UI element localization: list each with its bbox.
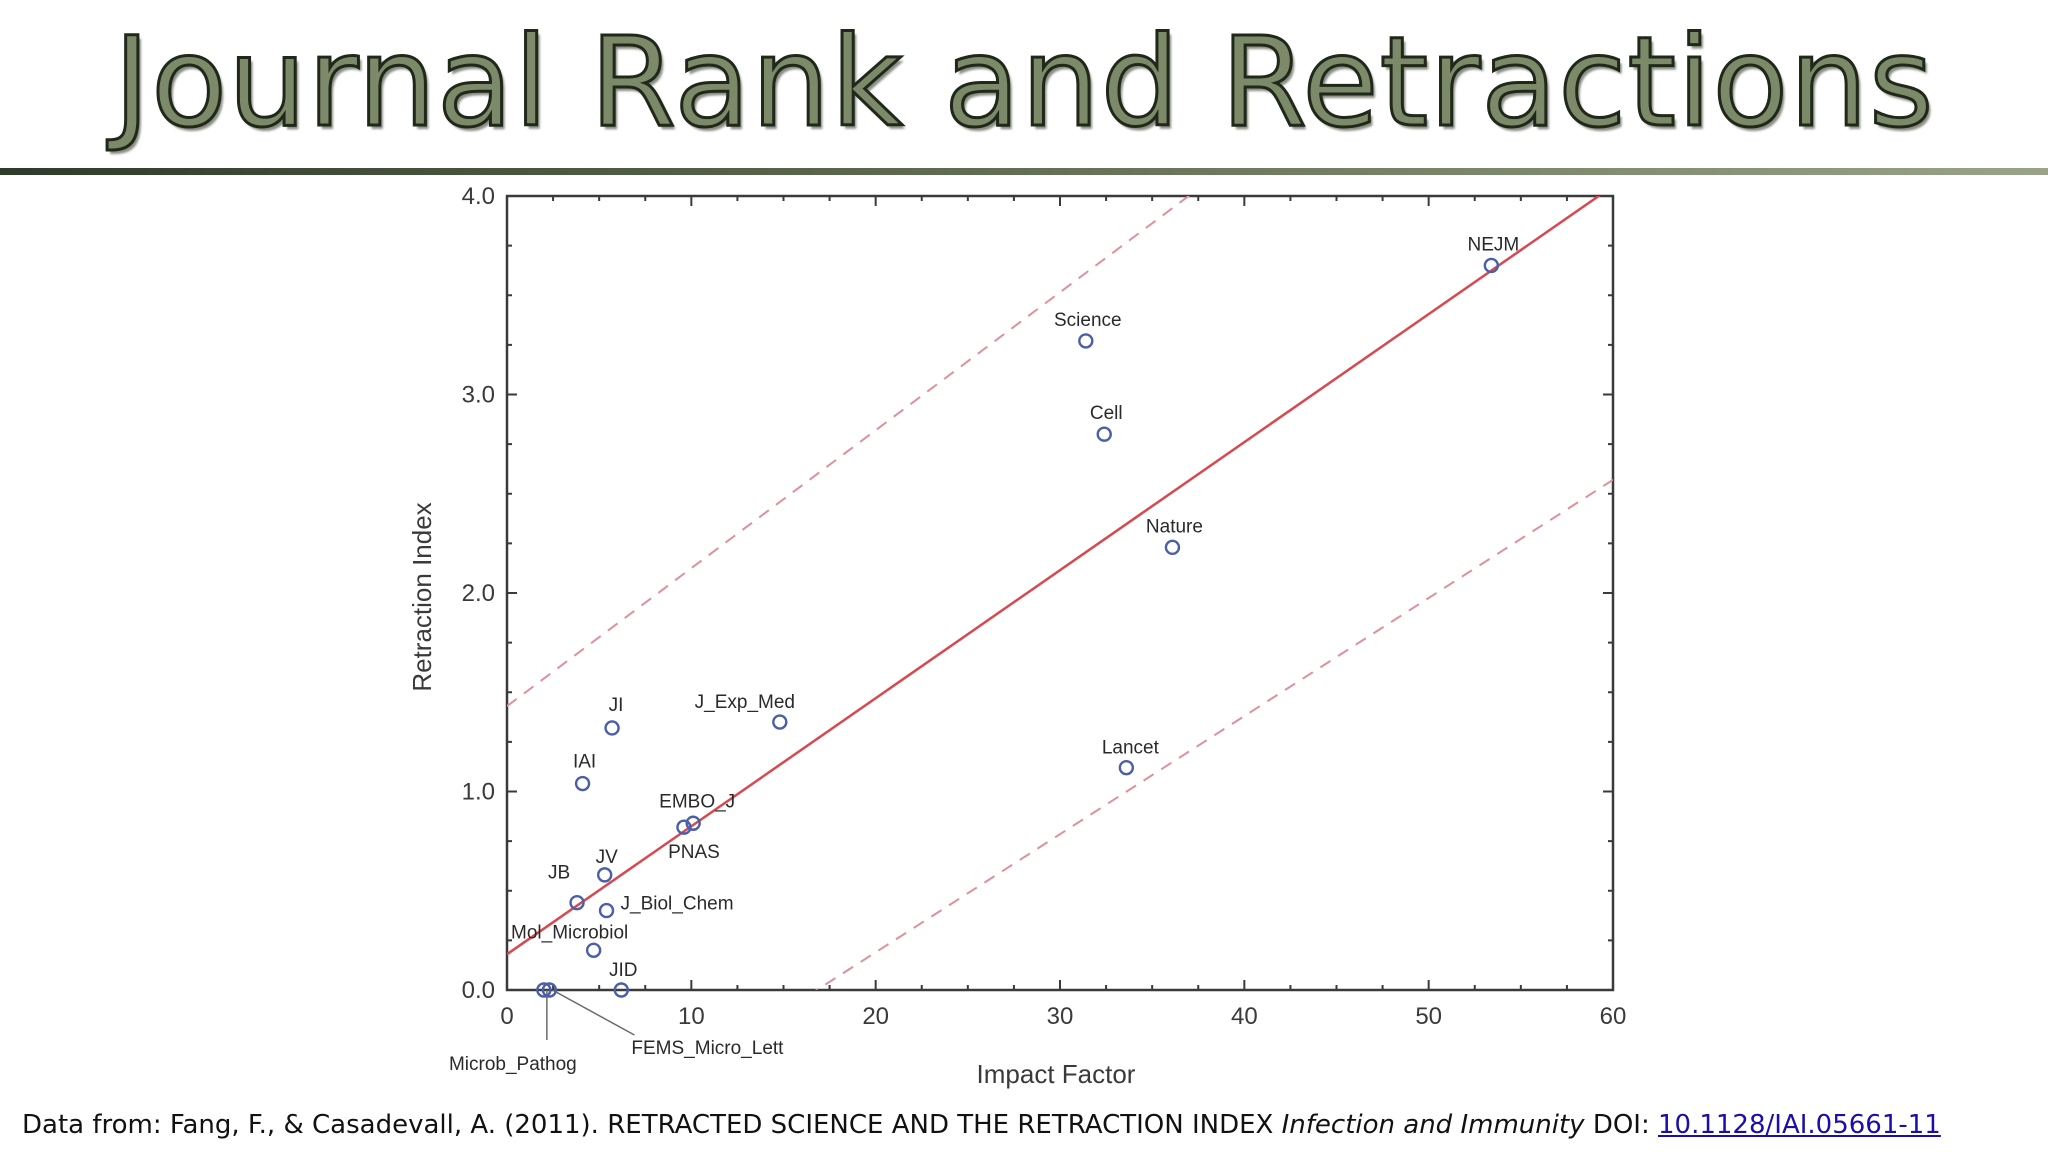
leader-fems-micro-lett <box>552 989 635 1036</box>
point-lancet <box>1118 759 1135 776</box>
label-jv: JV <box>596 847 619 868</box>
confidence-band <box>507 196 1613 990</box>
point-fems-micro-lett <box>541 982 558 998</box>
label-iai: IAI <box>573 752 596 773</box>
x-tick-label: 10 <box>678 1003 705 1030</box>
citation-text: Data from: Fang, F., & Casadevall, A. (2… <box>22 1110 1274 1140</box>
title-divider <box>0 168 2048 175</box>
point-pnas <box>676 819 692 835</box>
label-nature: Nature <box>1146 516 1203 537</box>
tick-marks <box>506 195 1614 991</box>
label-embo-j: EMBO_J <box>659 791 735 812</box>
y-tick-label: 0.0 <box>462 977 495 1004</box>
leader-lines <box>546 989 635 1040</box>
y-tick-label: 4.0 <box>462 183 495 210</box>
point-jid <box>613 982 629 998</box>
label-cell: Cell <box>1090 403 1123 424</box>
label-mol-microbiol: Mol_Microbiol <box>511 922 628 943</box>
point-mol-microbiol <box>585 942 602 958</box>
y-tick-label: 1.0 <box>462 779 495 806</box>
x-tick-label: 60 <box>1600 1003 1627 1030</box>
x-tick-label: 20 <box>862 1003 889 1030</box>
label-microb-pathog: Microb_Pathog <box>449 1054 577 1075</box>
y-axis-title: Retraction Index <box>407 502 437 691</box>
point-j-biol-chem <box>598 902 615 919</box>
x-tick-label: 50 <box>1415 1003 1442 1030</box>
citation-journal: Infection and Immunity <box>1281 1110 1585 1140</box>
citation-footer: Data from: Fang, F., & Casadevall, A. (2… <box>22 1110 2032 1140</box>
label-j-biol-chem: J_Biol_Chem <box>621 894 734 915</box>
plot-frame <box>505 194 1615 992</box>
confidence-band-lower <box>814 479 1613 990</box>
y-tick-label: 3.0 <box>462 382 495 409</box>
label-ji: JI <box>609 695 624 716</box>
x-tick-label: 40 <box>1231 1003 1258 1030</box>
citation-doi-label: DOI: <box>1592 1110 1650 1140</box>
point-jb <box>569 894 585 911</box>
label-nejm: NEJM <box>1467 234 1519 255</box>
point-nejm <box>1483 257 1500 274</box>
label-pnas: PNAS <box>668 842 720 863</box>
x-tick-label: 30 <box>1047 1003 1074 1030</box>
doi-link[interactable]: 10.1128/IAI.05661-11 <box>1658 1110 1941 1140</box>
label-jid: JID <box>609 960 638 981</box>
point-j-exp-med <box>772 714 788 730</box>
point-microb-pathog <box>536 982 552 998</box>
data-points <box>536 257 1500 998</box>
point-cell <box>1096 426 1112 442</box>
label-lancet: Lancet <box>1102 738 1160 759</box>
label-science: Science <box>1054 310 1122 331</box>
x-axis-title: Impact Factor <box>977 1059 1136 1089</box>
tick-labels: 0 10 20 30 40 50 60 0.0 1.0 2.0 3.0 4.0 <box>462 183 1627 1030</box>
label-fems-micro-lett: FEMS_Micro_Lett <box>631 1038 784 1059</box>
point-science <box>1078 333 1094 349</box>
point-iai <box>574 775 591 792</box>
x-tick-label: 0 <box>500 1003 513 1030</box>
y-tick-label: 2.0 <box>462 580 495 607</box>
point-labels: NEJM Science Cell Nature Lancet J_Exp_Med JI IA… <box>449 234 1519 1075</box>
point-jv <box>596 867 613 883</box>
point-nature <box>1164 539 1181 556</box>
slide-title: Journal Rank and Retractions <box>112 10 1935 157</box>
label-jb: JB <box>548 863 570 884</box>
point-ji <box>604 720 620 736</box>
label-j-exp-med: J_Exp_Med <box>695 692 795 713</box>
point-embo-j <box>685 815 701 831</box>
